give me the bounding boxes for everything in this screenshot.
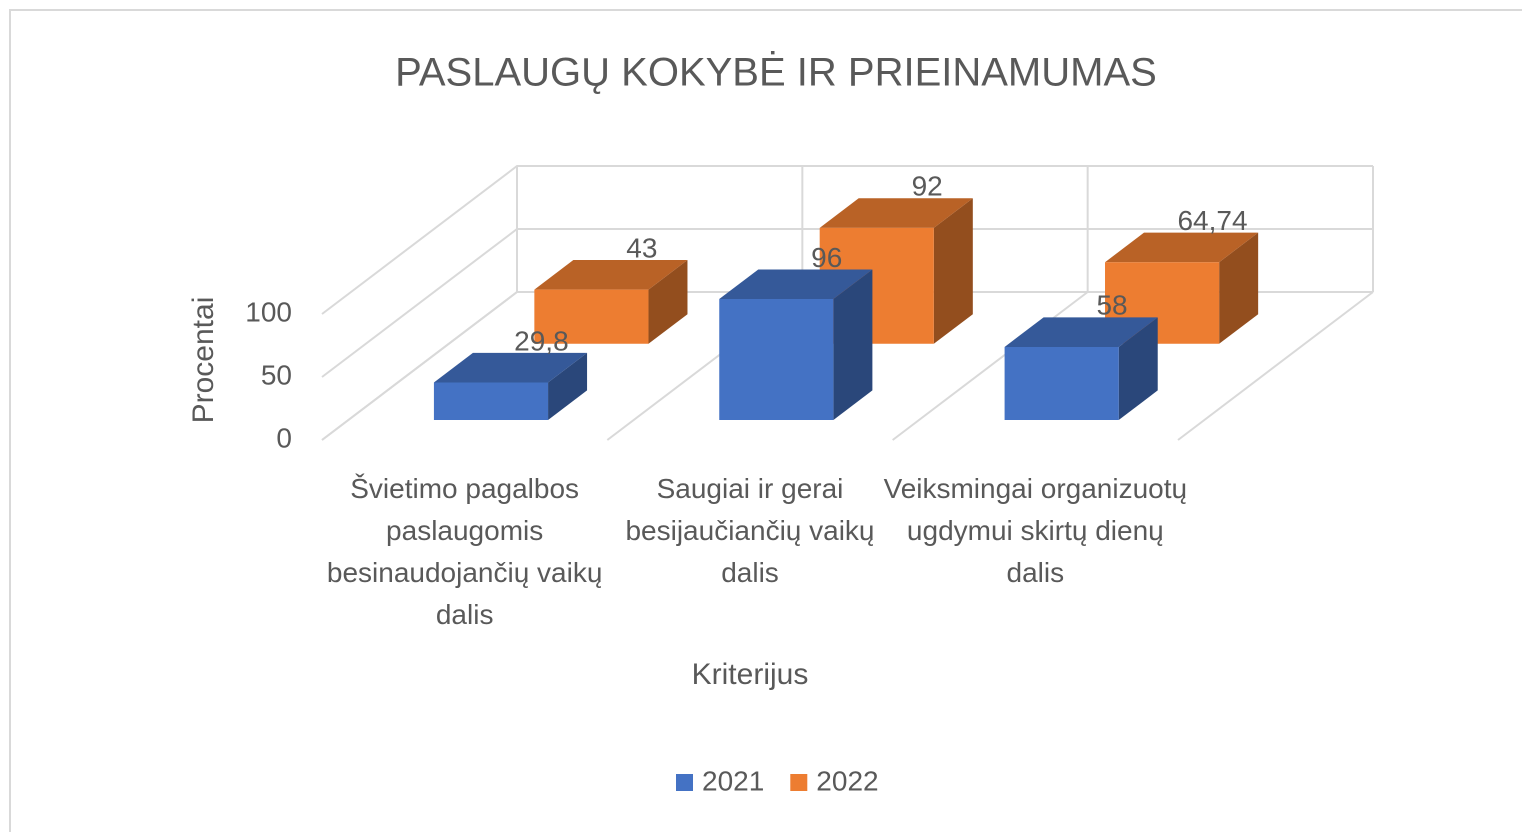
bar [719,269,873,421]
bar-side [548,352,588,421]
grid-line [321,228,1373,378]
bar-front [534,289,649,344]
bar-side [648,260,688,344]
chart-title: PASLAUGŲ KOKYBĖ IR PRIEINAMUMAS [395,50,1157,95]
x-tick-label: Saugiai ir gerai besijaučiančių vaikų da… [625,473,875,588]
bar [433,352,588,421]
legend-swatch [790,774,808,791]
bar-top [819,198,973,228]
legend-label: 2022 [816,765,878,796]
bar-front [719,299,834,421]
bar-top [719,269,873,300]
y-tick-label: 50 [261,359,292,390]
legend-label: 2021 [702,765,764,796]
data-label: 96 [811,242,842,273]
bar-front [433,382,549,421]
bar [534,260,688,344]
y-axis-title: Procentai [187,297,220,424]
grid-line [321,165,1373,315]
bar-front [1004,346,1119,421]
bar-top [433,352,588,383]
bar-top [534,260,688,290]
data-label: 29,8 [514,325,569,356]
data-label: 92 [912,171,943,202]
y-tick-label: 100 [245,296,292,327]
chart-border [9,9,1522,832]
x-axis-title: Kriterijus [692,658,809,691]
y-tick-label: 0 [276,422,292,453]
bar [1004,317,1158,421]
bar-top [1004,317,1158,347]
bar-top [1105,232,1259,263]
data-label: 58 [1096,290,1127,321]
bar-side [1219,232,1259,344]
legend-swatch [676,774,693,791]
x-tick-label: Švietimo pagalbos paslaugomis besinaudoj… [326,473,603,630]
data-label: 64,74 [1177,205,1247,236]
data-label: 43 [626,232,657,263]
bar [1105,232,1259,344]
bar-side [933,198,973,344]
floor-divider [1177,291,1374,441]
floor-divider [892,291,1089,441]
bar-side [833,269,873,421]
x-tick-label: Veiksmingai organizuotų ugdymui skirtų d… [883,473,1188,588]
bar-side [1118,317,1158,421]
grid-line [321,291,1373,441]
